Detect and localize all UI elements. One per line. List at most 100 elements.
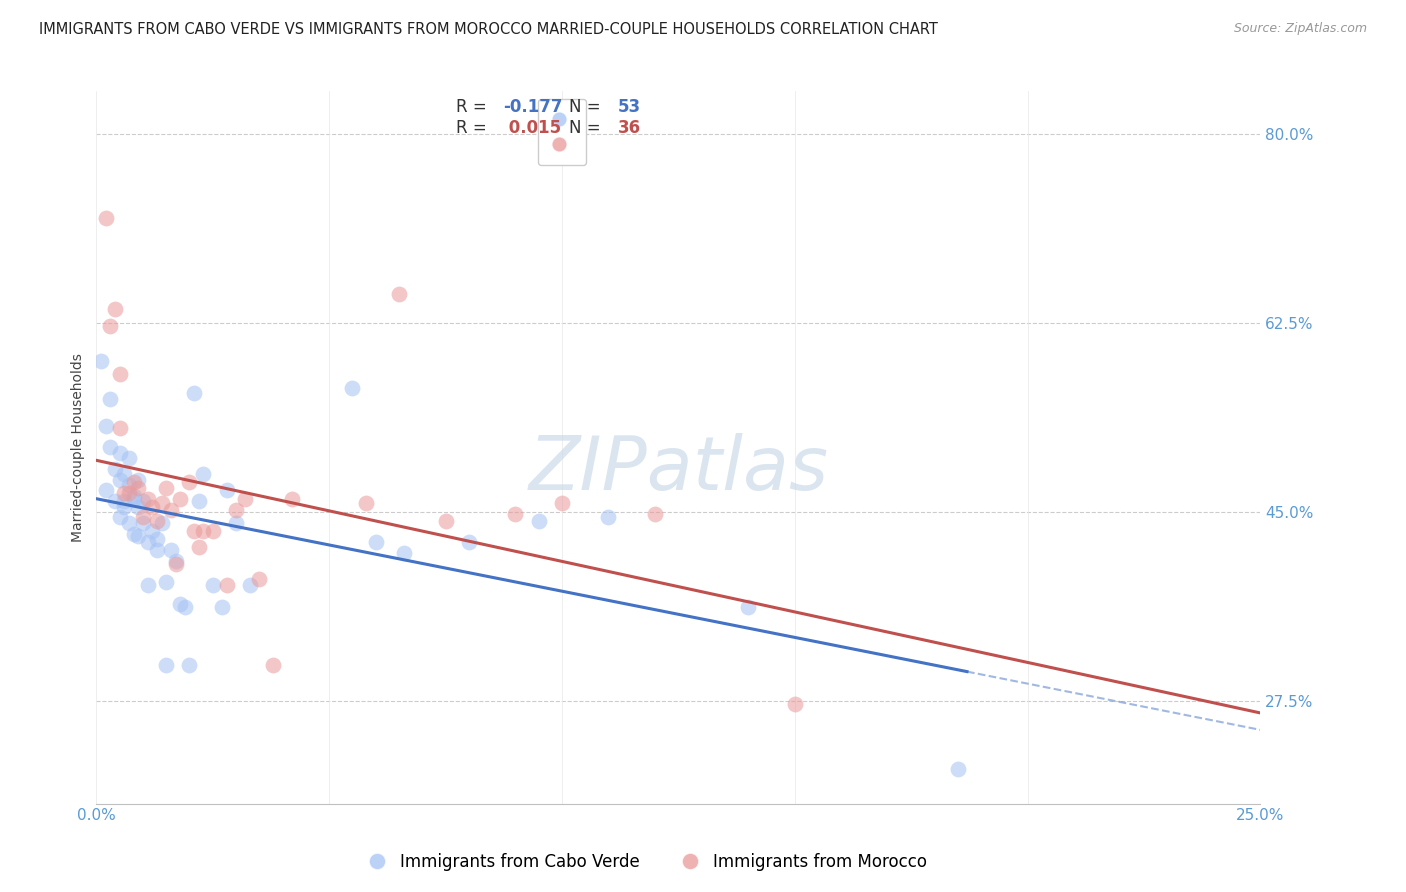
Point bbox=[193, 467, 215, 482]
Point bbox=[388, 286, 411, 301]
Point bbox=[141, 500, 163, 514]
Point bbox=[551, 496, 574, 510]
Point bbox=[179, 475, 201, 489]
Text: 0.015: 0.015 bbox=[503, 120, 561, 137]
Point bbox=[193, 524, 215, 539]
Point bbox=[505, 507, 527, 521]
Point bbox=[239, 578, 262, 592]
Point bbox=[342, 381, 364, 395]
Point bbox=[118, 485, 141, 500]
Point bbox=[187, 540, 209, 554]
Point bbox=[783, 698, 806, 712]
Point bbox=[132, 516, 155, 530]
Point bbox=[737, 600, 759, 615]
Text: R =: R = bbox=[457, 98, 492, 116]
Point bbox=[118, 478, 141, 492]
Point bbox=[211, 600, 233, 615]
Point bbox=[122, 526, 145, 541]
Point bbox=[150, 496, 173, 510]
Point bbox=[173, 600, 195, 615]
Text: N =: N = bbox=[569, 120, 606, 137]
Point bbox=[169, 491, 191, 506]
Point bbox=[150, 516, 173, 530]
Point bbox=[225, 516, 247, 530]
Point bbox=[118, 516, 141, 530]
Point bbox=[98, 392, 121, 406]
Point bbox=[104, 301, 127, 316]
Point bbox=[183, 524, 205, 539]
Point bbox=[146, 532, 169, 546]
Point bbox=[165, 553, 187, 567]
Point bbox=[247, 572, 270, 586]
Point bbox=[281, 491, 304, 506]
Legend: Immigrants from Cabo Verde, Immigrants from Morocco: Immigrants from Cabo Verde, Immigrants f… bbox=[353, 846, 934, 877]
Point bbox=[187, 494, 209, 508]
Point bbox=[356, 496, 378, 510]
Point bbox=[233, 491, 256, 506]
Point bbox=[122, 475, 145, 489]
Point bbox=[364, 535, 387, 549]
Point bbox=[108, 473, 131, 487]
Y-axis label: Married-couple Households: Married-couple Households bbox=[72, 352, 86, 541]
Point bbox=[127, 529, 149, 543]
Point bbox=[132, 494, 155, 508]
Point bbox=[122, 491, 145, 506]
Point bbox=[127, 473, 149, 487]
Point bbox=[215, 578, 238, 592]
Point bbox=[112, 500, 135, 514]
Point bbox=[127, 481, 149, 495]
Point bbox=[94, 418, 117, 433]
Point bbox=[169, 597, 191, 611]
Point bbox=[112, 467, 135, 482]
Point bbox=[104, 494, 127, 508]
Point bbox=[392, 546, 415, 560]
Point bbox=[644, 507, 666, 521]
Point bbox=[127, 500, 149, 514]
Text: Source: ZipAtlas.com: Source: ZipAtlas.com bbox=[1233, 22, 1367, 36]
Point bbox=[108, 367, 131, 381]
Point bbox=[108, 421, 131, 435]
Point bbox=[946, 762, 969, 776]
Point bbox=[136, 491, 159, 506]
Point bbox=[98, 319, 121, 334]
Point bbox=[201, 578, 224, 592]
Point bbox=[527, 514, 550, 528]
Point bbox=[132, 510, 155, 524]
Point bbox=[225, 503, 247, 517]
Text: N =: N = bbox=[569, 98, 606, 116]
Point bbox=[112, 485, 135, 500]
Point bbox=[90, 354, 112, 368]
Point bbox=[146, 514, 169, 528]
Point bbox=[165, 557, 187, 571]
Point bbox=[457, 535, 479, 549]
Point bbox=[108, 510, 131, 524]
Point bbox=[94, 211, 117, 226]
Point bbox=[118, 450, 141, 465]
Text: 53: 53 bbox=[619, 98, 641, 116]
Point bbox=[201, 524, 224, 539]
Point bbox=[108, 445, 131, 459]
Point bbox=[146, 542, 169, 557]
Point bbox=[94, 483, 117, 498]
Point bbox=[183, 386, 205, 401]
Point bbox=[136, 535, 159, 549]
Point bbox=[122, 489, 145, 503]
Point bbox=[179, 658, 201, 673]
Point bbox=[141, 524, 163, 539]
Point bbox=[155, 575, 177, 590]
Text: IMMIGRANTS FROM CABO VERDE VS IMMIGRANTS FROM MOROCCO MARRIED-COUPLE HOUSEHOLDS : IMMIGRANTS FROM CABO VERDE VS IMMIGRANTS… bbox=[39, 22, 938, 37]
Point bbox=[434, 514, 457, 528]
Point bbox=[262, 658, 284, 673]
Point bbox=[136, 578, 159, 592]
Text: 36: 36 bbox=[619, 120, 641, 137]
Text: R =: R = bbox=[457, 120, 492, 137]
Point bbox=[112, 494, 135, 508]
Point bbox=[160, 542, 183, 557]
Text: -0.177: -0.177 bbox=[503, 98, 562, 116]
Point bbox=[160, 503, 183, 517]
Point bbox=[155, 481, 177, 495]
Point bbox=[155, 658, 177, 673]
Text: ZIPatlas: ZIPatlas bbox=[529, 433, 828, 505]
Point bbox=[215, 483, 238, 498]
Point bbox=[98, 440, 121, 454]
